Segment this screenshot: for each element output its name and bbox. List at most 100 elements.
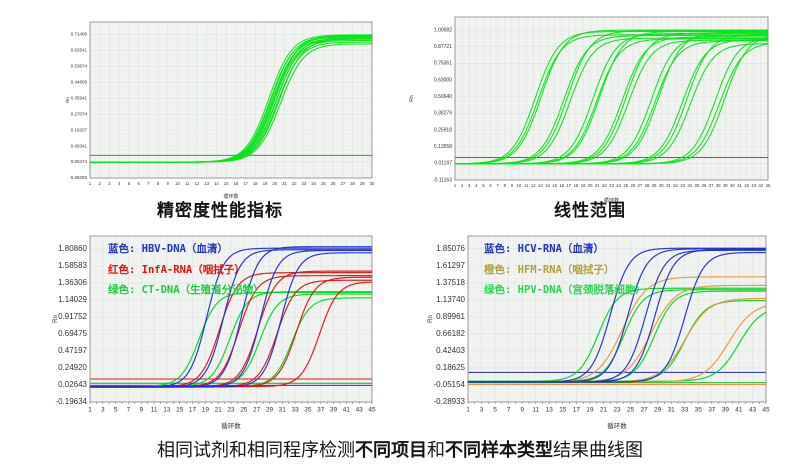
- x-tick-label: 21: [595, 183, 600, 188]
- x-tick-label: 34: [687, 183, 692, 188]
- x-tick-label: 22: [602, 183, 607, 188]
- chart-precision: 0.71408 0.62541 0.53674 0.44808 0.35941 0.270…: [62, 14, 378, 200]
- chart-title-precision: 精密度性能指标: [157, 201, 283, 220]
- x-tick-label: 23: [302, 181, 307, 186]
- x-tick-label: 26: [331, 181, 336, 186]
- chart-different-items: 1.80860 1.58583 1.36306 1.14029 0.91752 0.694…: [50, 228, 380, 430]
- x-axis: 1 2 3 4 5 6 7 8 9 10 11 12 13 14 15 16 17 18 19 20 21 22 23 24 2…: [454, 183, 771, 188]
- x-tick-label: 8: [504, 183, 507, 188]
- legend-item: 蓝色: HBV-DNA（血清）: [108, 243, 228, 255]
- x-tick-label: 17: [243, 181, 248, 186]
- x-tick-label: 3: [480, 407, 484, 414]
- x-tick-label: 43: [751, 183, 756, 188]
- x-tick-label: 10: [517, 183, 522, 188]
- x-tick-label: 33: [680, 183, 685, 188]
- x-tick-label: 15: [559, 407, 567, 414]
- x-axis-label: 循环数: [607, 421, 627, 430]
- x-tick-label: 5: [482, 183, 485, 188]
- y-tick-label: 0.18625: [436, 363, 465, 372]
- amplification-curve: [454, 34, 769, 165]
- chart-title-linear-range: 线性范围: [554, 201, 626, 220]
- x-tick-label: 13: [163, 407, 171, 414]
- y-tick-label: 0.53674: [71, 64, 88, 69]
- x-tick-label: 25: [240, 407, 248, 414]
- x-tick-label: 16: [559, 183, 564, 188]
- y-tick-label: -0.11163: [433, 177, 452, 183]
- y-axis-label: Rn: [428, 315, 434, 323]
- x-tick-label: 37: [708, 407, 716, 414]
- legend-item: 红色: InfA-RNA（咽拭子）: [108, 263, 245, 276]
- caption-bold-2: 不同样本类型: [445, 440, 553, 460]
- y-tick-label: 0.13558: [434, 144, 452, 150]
- y-tick-label: 0.38279: [434, 111, 452, 117]
- x-axis-label: 循环数: [221, 421, 241, 430]
- x-tick-label: 7: [507, 407, 511, 414]
- legend-item: 蓝色: HCV-RNA（血清）: [484, 243, 604, 255]
- x-tick-label: 27: [640, 407, 648, 414]
- y-tick-label: 0.71408: [71, 32, 88, 37]
- y-tick-label: 0.62541: [71, 48, 88, 53]
- y-tick-label: 0.66182: [436, 329, 465, 338]
- x-tick-label: 3: [468, 183, 471, 188]
- x-tick-label: 40: [730, 183, 735, 188]
- y-axis: 1.85076 1.61297 1.37518 1.13740 0.89961 0.661…: [433, 244, 465, 406]
- x-tick-label: 18: [253, 181, 258, 186]
- x-tick-label: 31: [668, 407, 676, 414]
- x-tick-label: 7: [147, 181, 150, 186]
- y-tick-label: 0.18207: [71, 127, 88, 132]
- x-tick-label: 2: [461, 183, 464, 188]
- y-tick-label: 1.80860: [58, 244, 87, 253]
- x-tick-label: 13: [546, 407, 554, 414]
- x-tick-label: 20: [588, 183, 593, 188]
- caption-text-3: 结果曲线图: [553, 440, 643, 460]
- x-tick-label: 11: [151, 407, 158, 414]
- x-tick-label: 33: [291, 407, 299, 414]
- x-tick-label: 13: [204, 181, 209, 186]
- x-tick-label: 33: [681, 407, 689, 414]
- x-tick-label: 23: [613, 407, 621, 414]
- x-tick-label: 1: [89, 181, 92, 186]
- x-tick-label: 19: [586, 407, 594, 414]
- x-tick-label: 9: [139, 407, 143, 414]
- plot-area: [90, 22, 372, 178]
- y-tick-label: 0.63000: [434, 77, 452, 83]
- x-tick-label: 25: [321, 181, 326, 186]
- x-tick-label: 36: [702, 183, 707, 188]
- y-tick-label: 0.27074: [71, 111, 88, 116]
- x-tick-label: 19: [263, 181, 268, 186]
- x-tick-label: 19: [581, 183, 586, 188]
- chart-canvas: 1.85076 1.61297 1.37518 1.13740 0.89961 0.661…: [428, 235, 770, 430]
- y-axis-label: Rn: [65, 97, 70, 103]
- x-tick-label: 31: [279, 407, 287, 414]
- x-tick-label: 21: [215, 407, 223, 414]
- x-axis-label: 循环数: [604, 197, 619, 204]
- x-tick-label: 9: [511, 183, 514, 188]
- x-tick-label: 29: [360, 181, 365, 186]
- y-axis: 1.00082 0.87721 0.75361 0.63000 0.50640 0.382…: [433, 27, 452, 183]
- caption-text-2: 和: [427, 440, 445, 460]
- x-tick-label: 17: [566, 183, 571, 188]
- legend-item: 绿色: CT-DNA（生殖道分泌物）: [108, 284, 264, 296]
- x-axis-label: 循环数: [223, 193, 238, 200]
- y-tick-label: 0.01197: [434, 161, 452, 167]
- x-tick-label: 8: [157, 181, 160, 186]
- x-tick-label: 37: [317, 407, 325, 414]
- x-tick-label: 43: [356, 407, 364, 414]
- x-tick-label: 31: [666, 183, 671, 188]
- x-tick-label: 5: [114, 407, 118, 414]
- series-lines: [89, 34, 373, 163]
- series-lines: [89, 246, 373, 388]
- x-tick-label: 23: [227, 407, 235, 414]
- x-tick-label: 35: [304, 407, 312, 414]
- chart-canvas: 1.00082 0.87721 0.75361 0.63000 0.50640 0.382…: [409, 16, 771, 204]
- x-tick-label: 32: [673, 183, 678, 188]
- x-tick-label: 6: [137, 181, 140, 186]
- x-tick-label: 12: [195, 181, 200, 186]
- y-tick-label: -0.28933: [433, 397, 465, 406]
- x-tick-label: 17: [573, 407, 581, 414]
- chart-different-samples: 1.85076 1.61297 1.37518 1.13740 0.89961 0.661…: [425, 228, 775, 430]
- x-tick-label: 26: [631, 183, 636, 188]
- y-tick-label: 1.14029: [58, 295, 87, 304]
- y-tick-label: 1.85076: [436, 244, 465, 253]
